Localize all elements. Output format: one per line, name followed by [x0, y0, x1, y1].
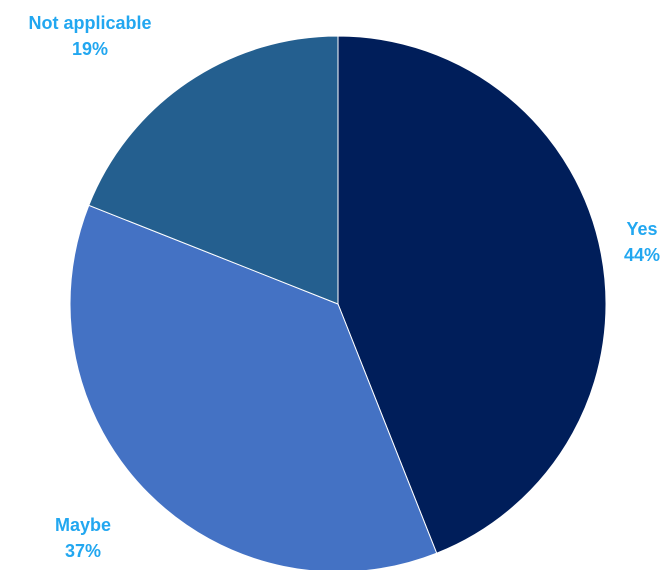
slice-label-not-applicable: Not applicable 19%: [0, 10, 180, 62]
pie-slice-not-applicable: [88, 35, 339, 305]
slice-label-yes-value: 44%: [623, 245, 661, 265]
pie-slice-yes: [337, 35, 607, 554]
slice-label-yes-name: Yes: [626, 219, 658, 239]
slice-label-not-applicable-value: 19%: [71, 39, 109, 59]
slice-label-maybe: Maybe 37%: [38, 512, 128, 564]
slice-label-maybe-name: Maybe: [54, 515, 112, 535]
slice-label-maybe-value: 37%: [64, 541, 102, 561]
slice-label-not-applicable-name: Not applicable: [28, 13, 152, 33]
slice-label-yes: Yes 44%: [612, 216, 668, 268]
pie-slice-maybe: [69, 204, 438, 570]
